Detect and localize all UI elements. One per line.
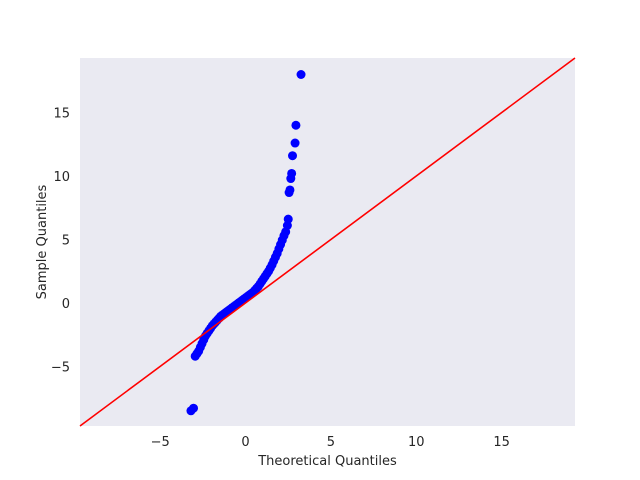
sample-point: [285, 185, 295, 195]
x-axis-label: Theoretical Quantiles: [257, 454, 397, 469]
sample-points: [186, 69, 306, 416]
x-axis-ticks: −5 0 5 10 15: [151, 435, 510, 450]
sample-point: [296, 69, 306, 79]
x-tick-label: 15: [493, 435, 510, 450]
x-tick-label: 5: [327, 435, 335, 450]
y-tick-label: 15: [53, 107, 70, 122]
y-axis-ticks: −5 0 5 10 15: [51, 107, 70, 376]
sample-point: [283, 214, 293, 224]
y-tick-label: 5: [62, 233, 70, 248]
reference-line: [79, 57, 576, 427]
sample-point: [290, 138, 300, 148]
y-axis-label: Sample Quantiles: [35, 184, 50, 299]
reference-line-layer: [79, 57, 576, 427]
x-tick-label: 10: [408, 435, 425, 450]
x-tick-label: −5: [151, 435, 170, 450]
x-tick-label: 0: [241, 435, 249, 450]
sample-point: [189, 403, 199, 413]
y-tick-label: 0: [62, 297, 70, 312]
y-tick-label: 10: [53, 170, 70, 185]
sample-point: [287, 168, 297, 178]
y-tick-label: −5: [51, 360, 70, 375]
sample-point: [288, 151, 298, 161]
sample-point: [291, 120, 301, 130]
